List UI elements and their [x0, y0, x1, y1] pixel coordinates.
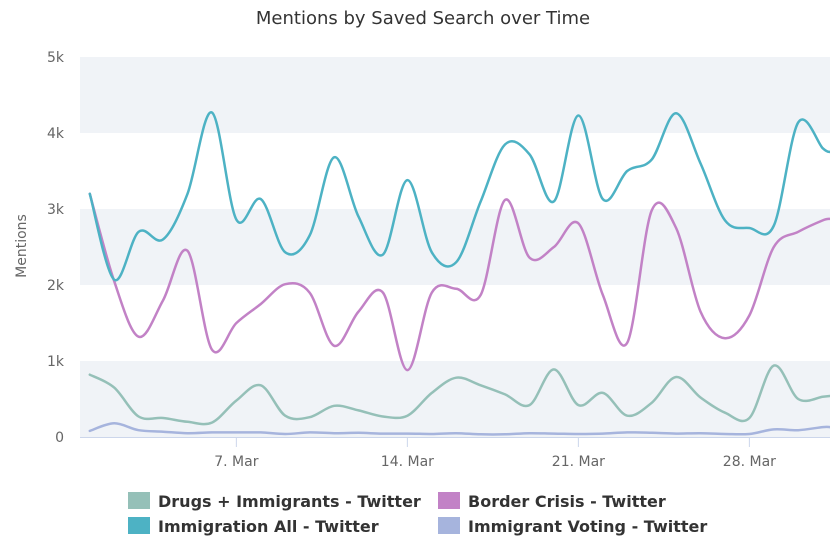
legend-swatch — [128, 492, 150, 509]
y-tick-label: 4k — [47, 126, 65, 142]
legend-swatch — [438, 492, 460, 509]
x-tick-label: 21. Mar — [552, 454, 605, 470]
y-tick-label: 5k — [47, 50, 65, 66]
plot-band — [80, 57, 830, 133]
x-tick-label: 28. Mar — [723, 454, 776, 470]
legend-item-immigrant-voting-twitter[interactable]: Immigrant Voting - Twitter — [438, 517, 707, 536]
legend-label: Border Crisis - Twitter — [468, 492, 666, 511]
legend-label: Drugs + Immigrants - Twitter — [158, 492, 421, 511]
legend-item-border-crisis-twitter[interactable]: Border Crisis - Twitter — [438, 492, 666, 511]
legend[interactable]: Drugs + Immigrants - Twitter Border Crisi… — [128, 492, 707, 536]
chart-title: Mentions by Saved Search over Time — [256, 8, 590, 29]
x-tick-label: 14. Mar — [381, 454, 434, 470]
series-line-border-crisis-twitter[interactable] — [88, 192, 830, 372]
plot-band — [80, 209, 830, 285]
y-axis-ticks: 0 1k 2k 3k 4k 5k — [47, 50, 65, 446]
series-lines — [88, 111, 830, 436]
legend-label: Immigration All - Twitter — [158, 517, 379, 536]
y-tick-label: 1k — [47, 354, 65, 370]
series-line-drugs-immigrants-twitter[interactable] — [88, 364, 830, 426]
series-line-immigrant-voting-twitter[interactable] — [88, 422, 830, 436]
y-tick-label: 2k — [47, 278, 65, 294]
legend-item-immigration-all-twitter[interactable]: Immigration All - Twitter — [128, 517, 379, 536]
legend-item-drugs-immigrants-twitter[interactable]: Drugs + Immigrants - Twitter — [128, 492, 421, 511]
y-tick-label: 3k — [47, 202, 65, 218]
plot-band — [80, 361, 830, 437]
x-axis-ticks: 7. Mar 14. Mar 21. Mar 28. Mar — [80, 437, 830, 470]
legend-label: Immigrant Voting - Twitter — [468, 517, 707, 536]
series-line-immigration-all-twitter[interactable] — [88, 111, 830, 282]
legend-swatch — [128, 517, 150, 534]
y-axis-title: Mentions — [14, 214, 30, 278]
plot-bands — [80, 57, 830, 437]
legend-swatch — [438, 517, 460, 534]
x-tick-label: 7. Mar — [214, 454, 258, 470]
y-tick-label: 0 — [55, 430, 64, 446]
